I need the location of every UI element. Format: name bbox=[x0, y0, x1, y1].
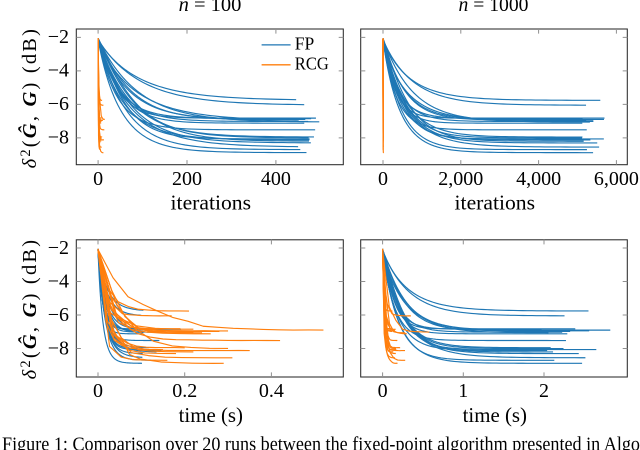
svg-text:4,000: 4,000 bbox=[516, 168, 561, 190]
svg-text:iterations: iterations bbox=[171, 190, 252, 214]
svg-text:δ2(Ĝ, G) (dB): δ2(Ĝ, G) (dB) bbox=[17, 238, 41, 380]
svg-text:1: 1 bbox=[458, 380, 468, 402]
svg-text:400: 400 bbox=[261, 168, 291, 190]
svg-text:−2: −2 bbox=[48, 26, 69, 48]
svg-text:6,000: 6,000 bbox=[594, 168, 639, 190]
svg-text:0: 0 bbox=[93, 380, 103, 402]
svg-text:0.4: 0.4 bbox=[259, 380, 284, 402]
svg-text:δ2(Ĝ, G) (dB): δ2(Ĝ, G) (dB) bbox=[17, 27, 41, 169]
svg-text:time (s): time (s) bbox=[179, 403, 243, 427]
svg-text:−8: −8 bbox=[48, 337, 69, 359]
svg-text:n = 1000: n = 1000 bbox=[459, 0, 529, 16]
svg-text:−6: −6 bbox=[48, 93, 69, 115]
svg-text:RCG: RCG bbox=[295, 54, 329, 74]
svg-text:0: 0 bbox=[93, 168, 103, 190]
svg-text:0: 0 bbox=[378, 168, 388, 190]
svg-text:FP: FP bbox=[295, 34, 315, 54]
svg-text:−4: −4 bbox=[48, 60, 69, 82]
svg-text:2,000: 2,000 bbox=[438, 168, 483, 190]
svg-text:−6: −6 bbox=[48, 304, 69, 326]
svg-text:iterations: iterations bbox=[455, 190, 536, 214]
svg-text:0: 0 bbox=[378, 380, 388, 402]
svg-text:Figure 1: Comparison over 20 r: Figure 1: Comparison over 20 runs betwee… bbox=[2, 434, 640, 450]
svg-text:n = 100: n = 100 bbox=[179, 0, 242, 16]
svg-text:0.2: 0.2 bbox=[172, 380, 197, 402]
svg-text:200: 200 bbox=[172, 168, 202, 190]
svg-text:−8: −8 bbox=[48, 127, 69, 149]
svg-text:−4: −4 bbox=[48, 270, 69, 292]
svg-text:time (s): time (s) bbox=[463, 403, 527, 427]
svg-text:2: 2 bbox=[539, 380, 549, 402]
svg-text:−2: −2 bbox=[48, 237, 69, 259]
